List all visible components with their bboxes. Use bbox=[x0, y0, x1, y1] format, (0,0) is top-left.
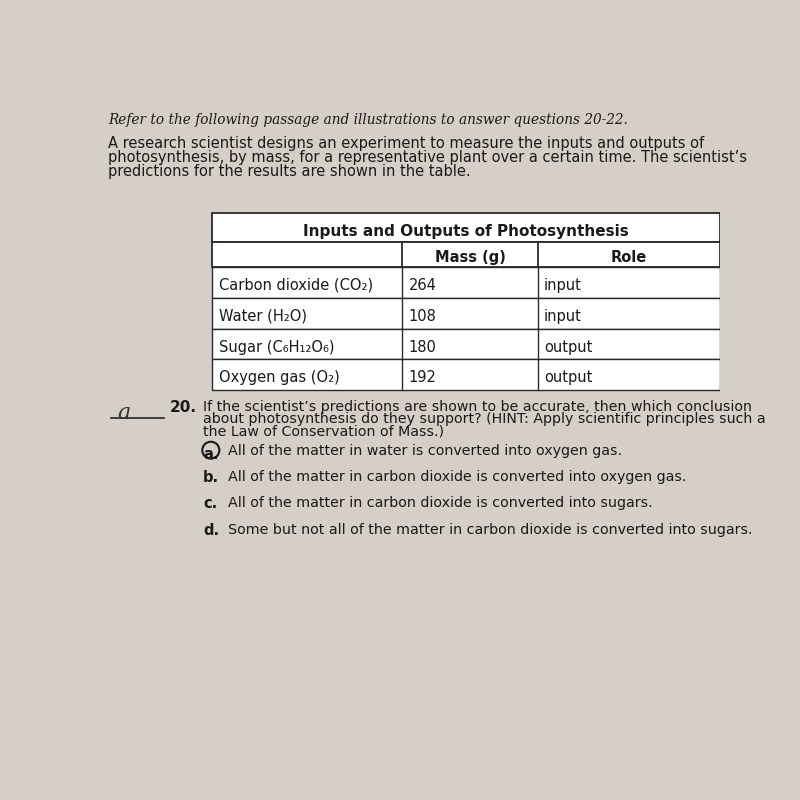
Bar bbox=[212, 242, 720, 267]
Text: 20.: 20. bbox=[170, 400, 197, 415]
Text: output: output bbox=[544, 339, 593, 354]
Text: Some but not all of the matter in carbon dioxide is converted into sugars.: Some but not all of the matter in carbon… bbox=[228, 522, 752, 537]
Text: 264: 264 bbox=[409, 278, 436, 293]
Text: 192: 192 bbox=[409, 370, 436, 386]
Text: output: output bbox=[544, 370, 593, 386]
Text: A research scientist designs an experiment to measure the inputs and outputs of: A research scientist designs an experime… bbox=[108, 136, 704, 151]
Text: input: input bbox=[544, 278, 582, 293]
Text: 108: 108 bbox=[409, 309, 436, 324]
Text: d.: d. bbox=[203, 522, 219, 538]
Text: input: input bbox=[544, 309, 582, 324]
Text: predictions for the results are shown in the table.: predictions for the results are shown in… bbox=[108, 164, 470, 178]
Text: If the scientist’s predictions are shown to be accurate, then which conclusion: If the scientist’s predictions are shown… bbox=[203, 400, 752, 414]
Text: 180: 180 bbox=[409, 339, 436, 354]
Text: c.: c. bbox=[203, 496, 218, 511]
Text: a: a bbox=[117, 402, 130, 424]
Bar bbox=[212, 329, 720, 359]
Text: the Law of Conservation of Mass.): the Law of Conservation of Mass.) bbox=[203, 425, 444, 438]
Text: photosynthesis, by mass, for a representative plant over a certain time. The sci: photosynthesis, by mass, for a represent… bbox=[108, 150, 746, 165]
Text: Refer to the following passage and illustrations to answer questions 20-22.: Refer to the following passage and illus… bbox=[108, 113, 628, 127]
Text: b.: b. bbox=[203, 470, 219, 486]
Text: All of the matter in carbon dioxide is converted into oxygen gas.: All of the matter in carbon dioxide is c… bbox=[228, 470, 686, 484]
Text: Carbon dioxide (CO₂): Carbon dioxide (CO₂) bbox=[218, 278, 373, 293]
Text: Oxygen gas (O₂): Oxygen gas (O₂) bbox=[218, 370, 339, 386]
Bar bbox=[212, 298, 720, 329]
Bar bbox=[212, 213, 720, 242]
Text: All of the matter in carbon dioxide is converted into sugars.: All of the matter in carbon dioxide is c… bbox=[228, 496, 653, 510]
Text: Mass (g): Mass (g) bbox=[434, 250, 506, 266]
Text: Inputs and Outputs of Photosynthesis: Inputs and Outputs of Photosynthesis bbox=[303, 224, 629, 239]
Text: Water (H₂O): Water (H₂O) bbox=[218, 309, 306, 324]
Text: about photosynthesis do they support? (HINT: Apply scientific principles such a: about photosynthesis do they support? (H… bbox=[203, 413, 766, 426]
Text: All of the matter in water is converted into oxygen gas.: All of the matter in water is converted … bbox=[228, 444, 622, 458]
Text: Sugar (C₆H₁₂O₆): Sugar (C₆H₁₂O₆) bbox=[218, 339, 334, 354]
Text: Role: Role bbox=[611, 250, 647, 266]
Bar bbox=[212, 267, 720, 298]
Bar bbox=[212, 359, 720, 390]
Text: a.: a. bbox=[203, 446, 218, 462]
